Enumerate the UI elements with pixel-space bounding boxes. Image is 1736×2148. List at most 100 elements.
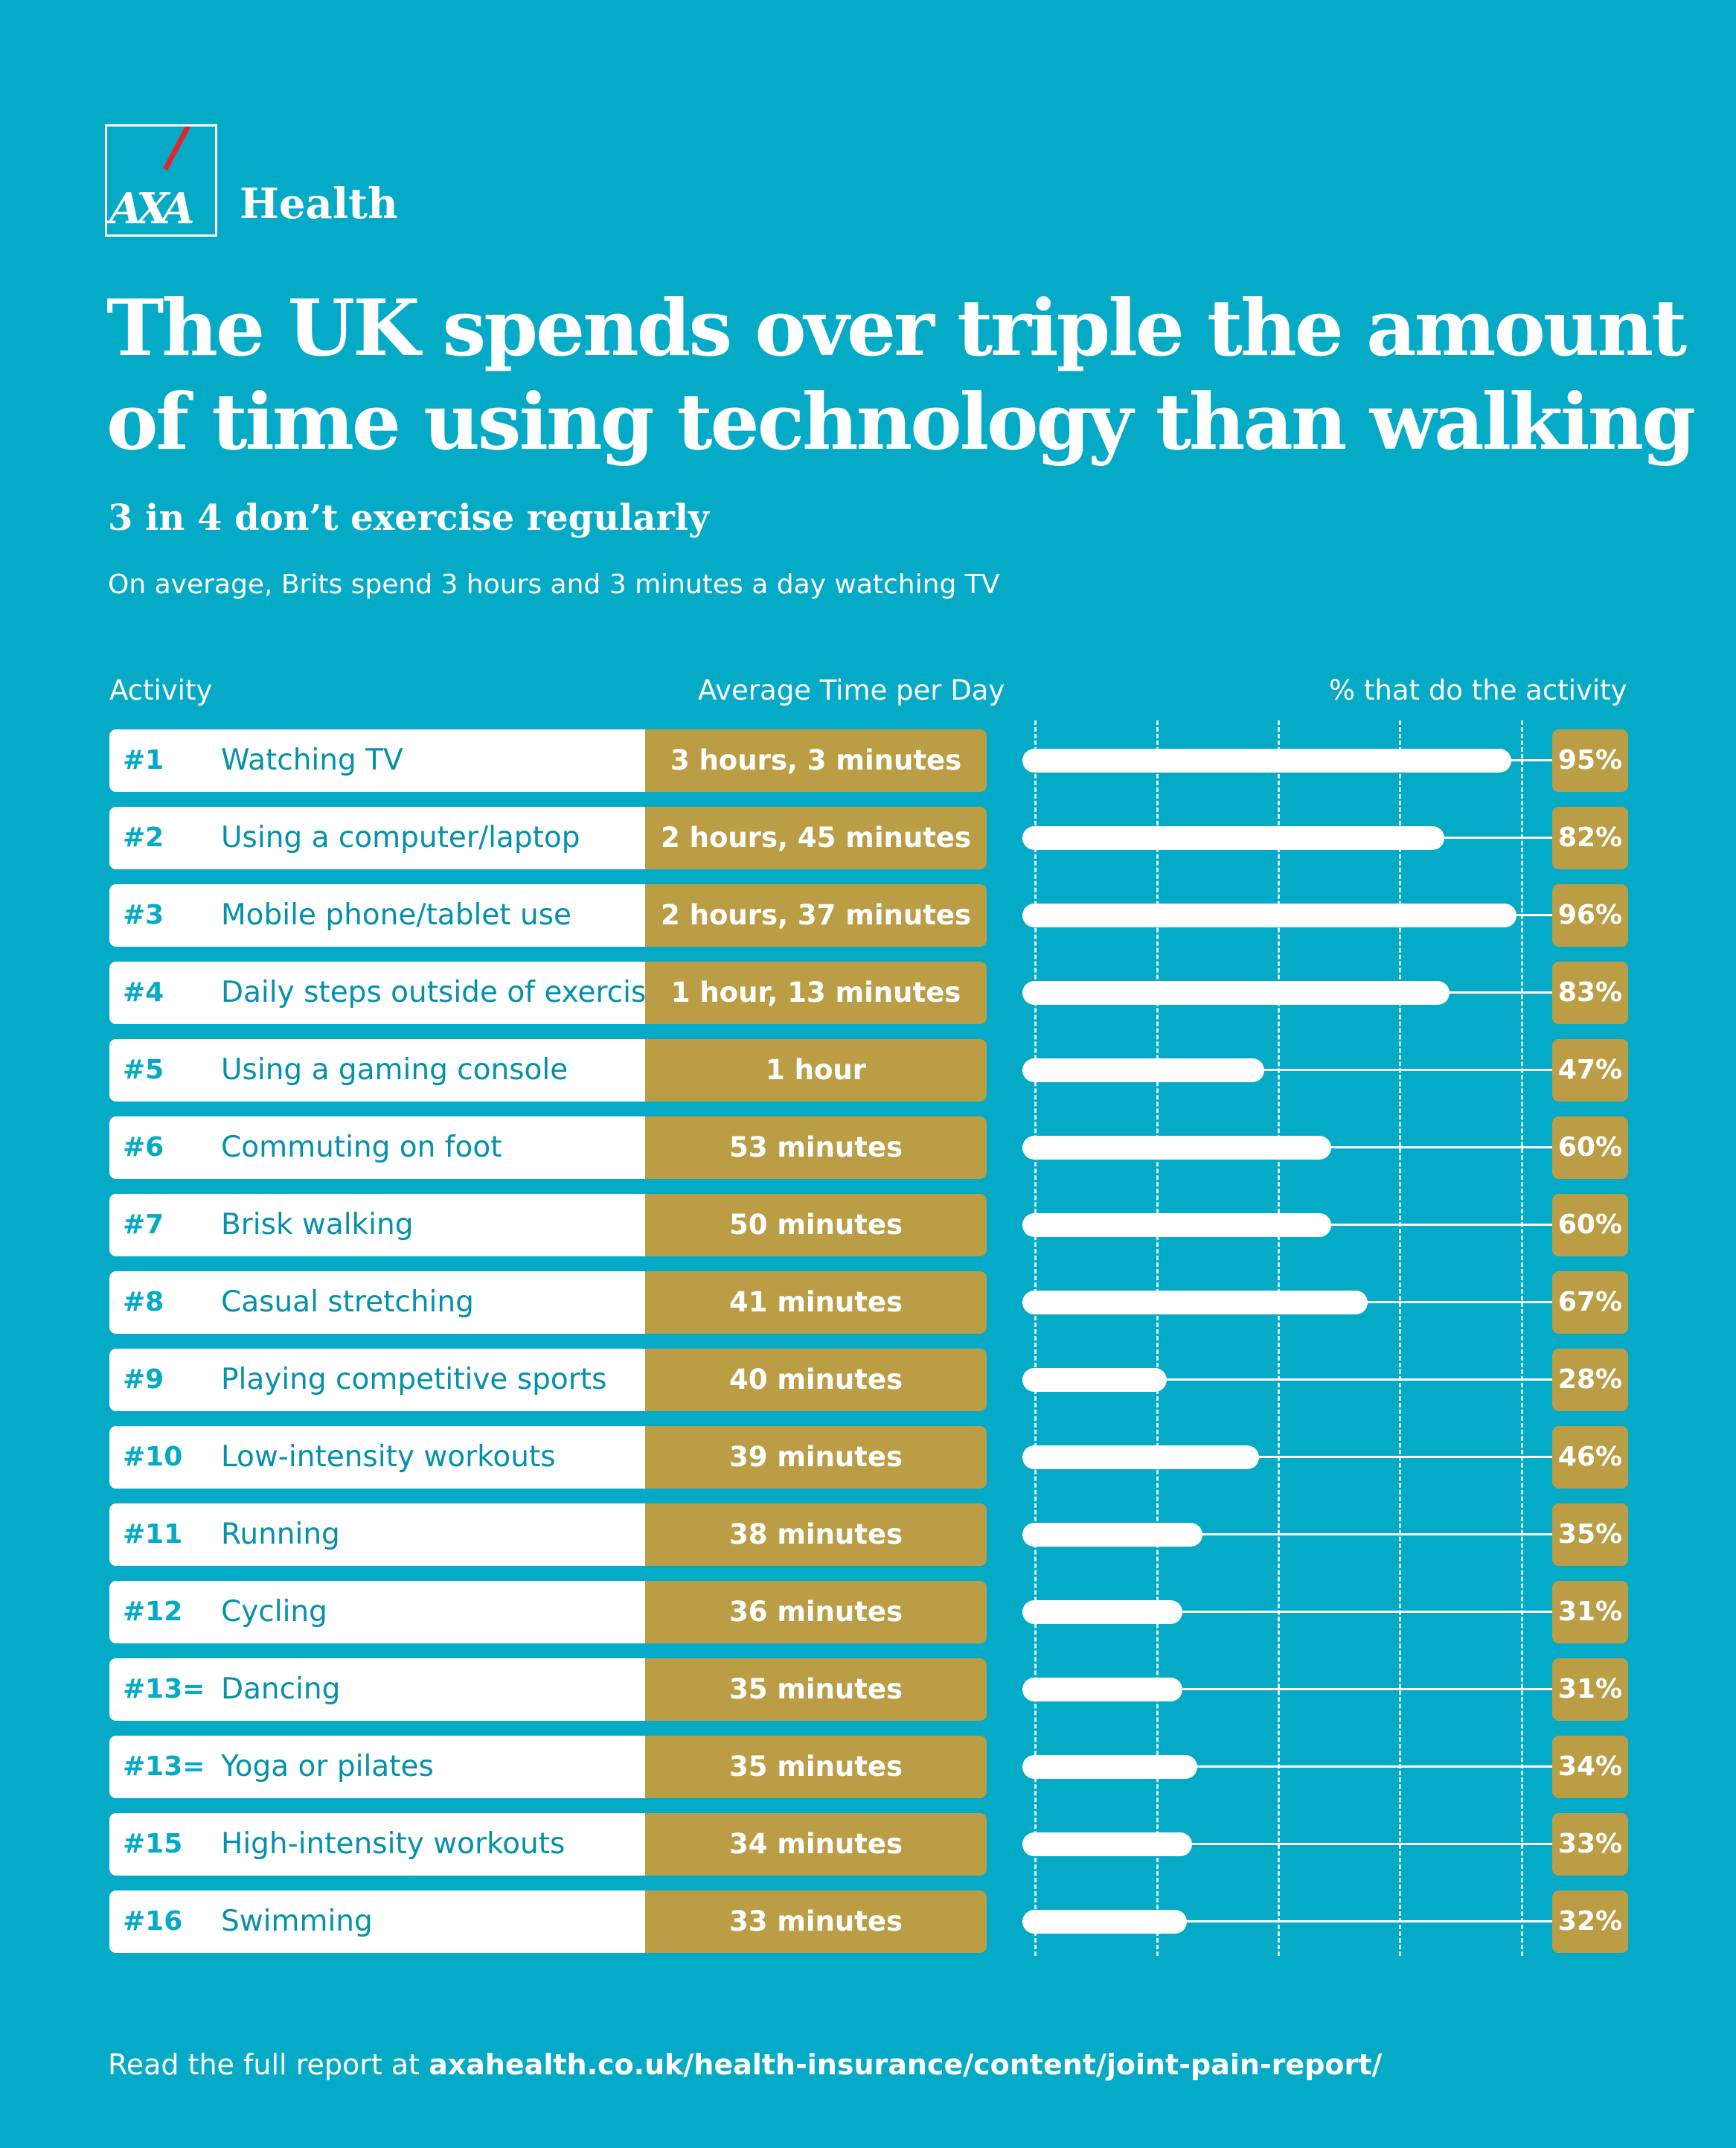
activity-cell: #3 Mobile phone/tablet use <box>109 884 645 947</box>
time-label: 41 minutes <box>645 1271 987 1334</box>
percent-label: 60% <box>1552 1194 1628 1256</box>
activity-cell: #11 Running <box>109 1503 645 1566</box>
table-row: #7 Brisk walking 50 minutes 60% <box>0 1194 1736 1256</box>
subtitle: 3 in 4 don’t exercise regularly <box>108 497 709 539</box>
rank-label: #13= <box>123 1674 205 1704</box>
activity-label: Using a computer/laptop <box>221 821 580 854</box>
activity-label: Brisk walking <box>221 1208 414 1241</box>
activity-label: Yoga or pilates <box>221 1750 434 1783</box>
percent-bar <box>1022 1136 1331 1160</box>
bar-track <box>1022 1611 1552 1613</box>
table-row: #13= Dancing 35 minutes 31% <box>0 1658 1736 1721</box>
title-line-2: of time using technology than walking <box>106 376 1696 467</box>
table-row: #15 High-intensity workouts 34 minutes 33% <box>0 1813 1736 1876</box>
activity-label: Daily steps outside of exercise <box>221 976 664 1009</box>
rank-label: #12 <box>123 1596 183 1627</box>
percent-bar <box>1022 1678 1182 1701</box>
percent-bar <box>1022 1523 1202 1547</box>
percent-bar <box>1022 1213 1331 1237</box>
rank-label: #5 <box>123 1055 164 1085</box>
time-label: 3 hours, 3 minutes <box>645 729 987 792</box>
percent-label: 95% <box>1552 729 1628 792</box>
percent-label: 47% <box>1552 1039 1628 1102</box>
title-line-1: The UK spends over triple the amount <box>106 282 1687 374</box>
percent-label: 35% <box>1552 1503 1628 1566</box>
gridline <box>1278 720 1280 1956</box>
table-row: #5 Using a gaming console 1 hour 47% <box>0 1039 1736 1102</box>
logo-text: AXA <box>109 184 195 234</box>
activity-cell: #5 Using a gaming console <box>109 1039 645 1102</box>
activity-label: Watching TV <box>221 744 403 777</box>
time-label: 2 hours, 45 minutes <box>645 807 987 869</box>
gridline <box>1034 720 1037 1956</box>
activity-cell: #1 Watching TV <box>109 729 645 792</box>
activity-label: Swimming <box>221 1905 373 1938</box>
percent-label: 31% <box>1552 1658 1628 1721</box>
bar-track <box>1022 1533 1552 1535</box>
percent-bar <box>1022 981 1450 1005</box>
percent-label: 28% <box>1552 1349 1628 1411</box>
activity-cell: #8 Casual stretching <box>109 1271 645 1334</box>
time-label: 36 minutes <box>645 1581 987 1643</box>
percent-label: 32% <box>1552 1890 1628 1953</box>
rank-label: #1 <box>123 745 164 776</box>
time-label: 34 minutes <box>645 1813 987 1876</box>
bar-track <box>1022 1843 1552 1845</box>
activity-cell: #16 Swimming <box>109 1890 645 1953</box>
activity-cell: #7 Brisk walking <box>109 1194 645 1256</box>
percent-bar <box>1022 1832 1192 1856</box>
percent-label: 82% <box>1552 807 1628 869</box>
bar-track <box>1022 1920 1552 1922</box>
activity-cell: #10 Low-intensity workouts <box>109 1426 645 1489</box>
bar-track <box>1022 1378 1552 1381</box>
axa-logo: AXA <box>105 124 217 237</box>
activity-label: Playing competitive sports <box>221 1363 607 1396</box>
bar-track <box>1022 1069 1552 1071</box>
rank-label: #13= <box>123 1751 205 1782</box>
column-header-percent: % that do the activity <box>1329 674 1627 706</box>
time-label: 39 minutes <box>645 1426 987 1489</box>
percent-bar <box>1022 1445 1259 1469</box>
bar-track <box>1022 1688 1552 1690</box>
percent-bar <box>1022 1600 1182 1624</box>
table-row: #6 Commuting on foot 53 minutes 60% <box>0 1116 1736 1179</box>
percent-bar <box>1022 1058 1264 1082</box>
time-label: 35 minutes <box>645 1736 987 1798</box>
percent-label: 60% <box>1552 1116 1628 1179</box>
bar-track <box>1022 1456 1552 1458</box>
time-label: 35 minutes <box>645 1658 987 1721</box>
table-row: #2 Using a computer/laptop 2 hours, 45 min… <box>0 807 1736 869</box>
bar-track <box>1022 1765 1552 1768</box>
activity-cell: #13= Dancing <box>109 1658 645 1721</box>
time-label: 33 minutes <box>645 1890 987 1953</box>
activity-label: Casual stretching <box>221 1285 474 1319</box>
page-title: The UK spends over triple the amount of … <box>106 281 1696 469</box>
activity-label: Low-intensity workouts <box>221 1440 556 1474</box>
activity-cell: #15 High-intensity workouts <box>109 1813 645 1876</box>
time-label: 50 minutes <box>645 1194 987 1256</box>
time-label: 2 hours, 37 minutes <box>645 884 987 947</box>
activity-label: Dancing <box>221 1672 341 1706</box>
percent-label: 33% <box>1552 1813 1628 1876</box>
table-row: #8 Casual stretching 41 minutes 67% <box>0 1271 1736 1334</box>
table-row: #11 Running 38 minutes 35% <box>0 1503 1736 1566</box>
time-label: 40 minutes <box>645 1349 987 1411</box>
column-header-time: Average Time per Day <box>698 674 1005 706</box>
table-row: #3 Mobile phone/tablet use 2 hours, 37 min… <box>0 884 1736 947</box>
percent-label: 34% <box>1552 1736 1628 1798</box>
activity-label: Commuting on foot <box>221 1131 502 1164</box>
report-link[interactable]: axahealth.co.uk/health-insurance/content… <box>429 2048 1383 2081</box>
rank-label: #8 <box>123 1287 164 1317</box>
activity-label: Cycling <box>221 1595 327 1628</box>
rank-label: #15 <box>123 1829 183 1859</box>
percent-label: 46% <box>1552 1426 1628 1489</box>
table-row: #10 Low-intensity workouts 39 minutes 46% <box>0 1426 1736 1489</box>
percent-bar <box>1022 826 1444 850</box>
chart-gridlines <box>0 720 1736 1963</box>
rank-label: #7 <box>123 1209 164 1240</box>
activity-label: Using a gaming console <box>221 1053 568 1087</box>
time-label: 53 minutes <box>645 1116 987 1179</box>
percent-bar <box>1022 1291 1368 1314</box>
table-row: #16 Swimming 33 minutes 32% <box>0 1890 1736 1953</box>
rank-label: #2 <box>123 822 164 853</box>
